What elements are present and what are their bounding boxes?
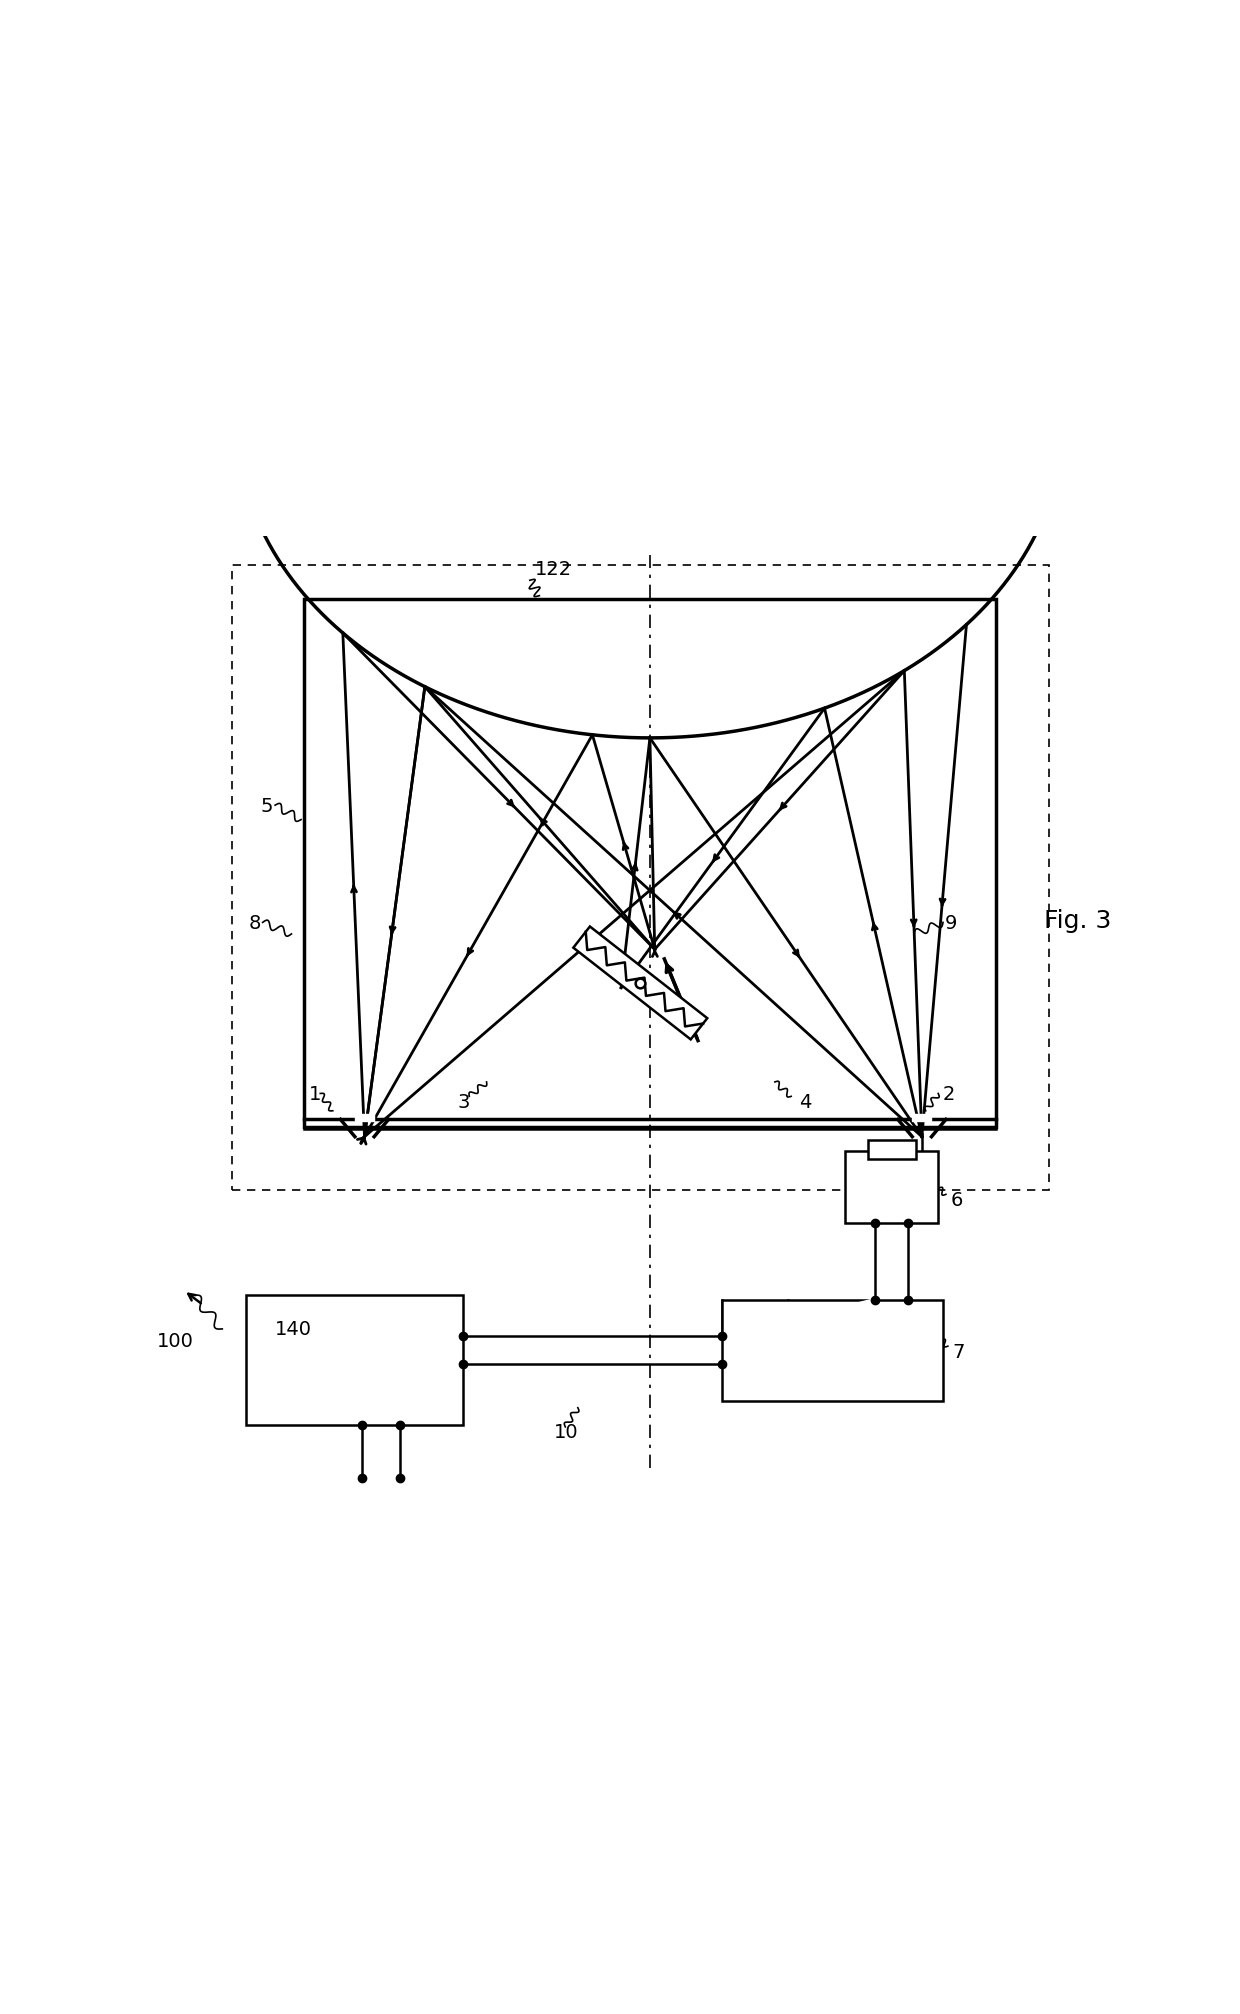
Bar (913, 1114, 931, 1122)
Text: 140: 140 (275, 1319, 312, 1339)
Bar (247, 1295, 463, 1426)
Text: 3: 3 (458, 1092, 470, 1112)
Text: 5: 5 (260, 796, 273, 816)
Text: 10: 10 (554, 1422, 578, 1442)
Text: Fig. 3: Fig. 3 (1044, 908, 1111, 932)
Bar (722, 1301, 942, 1402)
Text: 1: 1 (309, 1084, 321, 1104)
Text: 100: 100 (156, 1331, 193, 1349)
Text: 2: 2 (942, 1084, 955, 1104)
Bar (355, 1114, 374, 1122)
Text: 9: 9 (945, 914, 957, 932)
Polygon shape (573, 926, 707, 1039)
Bar (868, 1140, 916, 1160)
Text: 8: 8 (248, 914, 260, 932)
Text: 6: 6 (951, 1190, 963, 1208)
Text: 122: 122 (534, 560, 572, 578)
Bar (844, 1152, 939, 1225)
Text: 4: 4 (799, 1092, 811, 1112)
Text: 7: 7 (952, 1341, 965, 1361)
